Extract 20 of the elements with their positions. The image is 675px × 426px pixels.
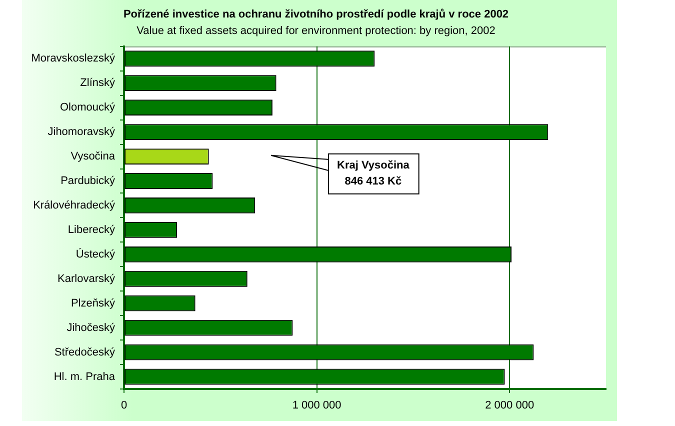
y-tick-label: Ústecký xyxy=(76,247,116,260)
annotation: Kraj Vysočina 846 413 Kč xyxy=(336,159,410,188)
y-tick-label: Moravskoslezský xyxy=(31,52,116,65)
y-tick-label: Středočeský xyxy=(54,346,116,358)
x-tick-label: 1 000 000 xyxy=(292,400,342,412)
y-tick-label: Karlovarský xyxy=(58,272,116,285)
y-tick-label: Olomoucký xyxy=(60,102,116,114)
x-tick-label: 0 xyxy=(120,400,128,412)
y-tick-label: Královéhradecký xyxy=(33,199,116,212)
y-tick-label: Pardubický xyxy=(60,175,116,188)
y-tick-label: Jihomoravský xyxy=(48,126,116,138)
x-tick-label: 2 000 000 xyxy=(485,400,534,412)
y-tick-label: Vysočina xyxy=(70,150,116,163)
chart-title: Pořízené investice na ochranu životního prostředí podle krajů v roce 2002 xyxy=(123,8,509,21)
chart-subtitle: Value at fixed assets acquired for environment protection: by region, 2002 xyxy=(136,24,496,37)
y-tick-label: Zlínský xyxy=(80,77,116,90)
y-tick-label: Hl. m. Praha xyxy=(54,370,116,383)
y-tick-label: Liberecký xyxy=(68,224,116,236)
y-tick-label: Jihočeský xyxy=(66,322,116,334)
y-tick-label: Plzeňský xyxy=(70,297,116,310)
